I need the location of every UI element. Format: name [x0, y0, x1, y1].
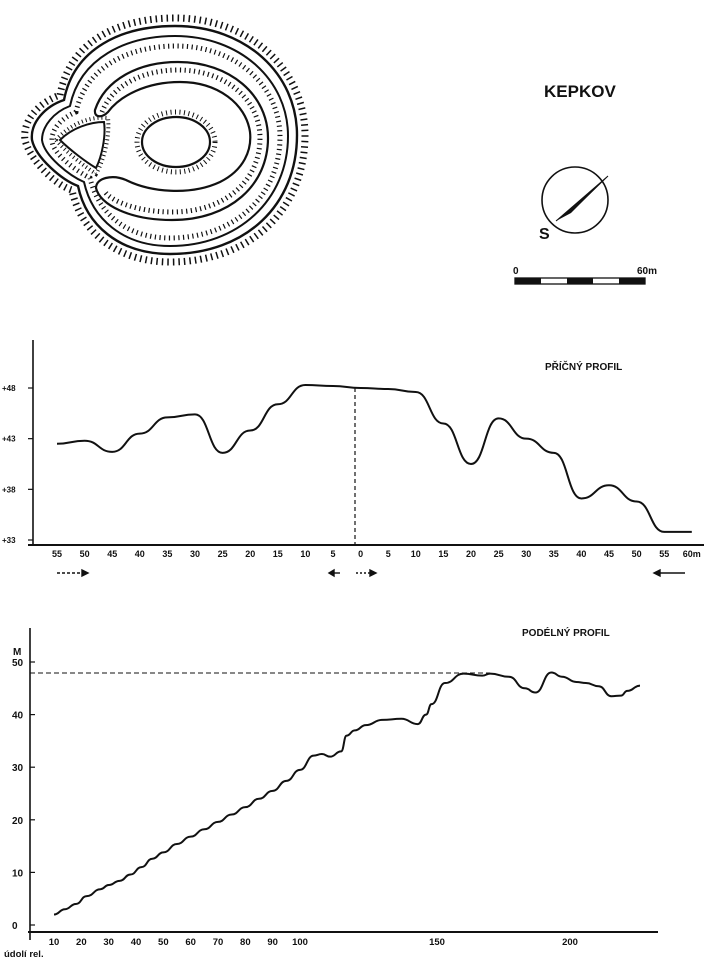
cross-x-tick-label: 50 [632, 549, 642, 559]
cross-profile-line [56, 383, 692, 533]
cross-x-tick-label: 0 [358, 549, 363, 559]
scale-bar: 0 60m [513, 266, 657, 285]
cross-x-tick-label: 55 [659, 549, 669, 559]
cross-x-tick-label: 45 [107, 549, 117, 559]
scale-end-label: 60m [637, 266, 657, 277]
long-x-tick-label: 30 [103, 937, 114, 948]
cross-x-tick-label: 50 [80, 549, 90, 559]
cross-direction-arrows [57, 568, 685, 578]
cross-y-tick-label: +33 [2, 536, 16, 545]
cross-x-tick-label: 40 [576, 549, 586, 559]
cross-x-tick-label: 20 [245, 549, 255, 559]
cross-x-tick-label: 25 [494, 549, 504, 559]
scale-start-label: 0 [513, 266, 519, 277]
outer-rampart-line [30, 24, 299, 256]
long-x-tick-label: 70 [213, 937, 224, 948]
cross-x-tick-label: 10 [300, 549, 310, 559]
long-y-tick-label: 50 [12, 658, 24, 669]
compass-circle [541, 166, 609, 234]
long-y-tick-label: 20 [12, 816, 24, 827]
cross-x-tick-label: 20 [466, 549, 476, 559]
site-plan [21, 14, 309, 266]
long-x-tick-label: 150 [429, 937, 445, 948]
long-x-tick-label: 40 [131, 937, 142, 948]
long-x-tick-label: 10 [49, 937, 60, 948]
cross-x-tick-label: 5 [386, 549, 391, 559]
cross-x-tick-label: 60m [683, 549, 701, 559]
long-x-tick-label: 60 [185, 937, 196, 948]
long-x-tick-label: 200 [562, 937, 578, 948]
central-acropolis [140, 115, 212, 169]
long-profile-line [53, 671, 641, 916]
cross-x-tick-label: 10 [411, 549, 421, 559]
long-unit-label: M [13, 647, 21, 658]
cross-y-tick-label: +43 [2, 435, 16, 444]
middle-rampart-line [40, 34, 290, 248]
inner-rampart [93, 60, 270, 222]
long-y-tick-label: 10 [12, 868, 24, 879]
inner-rampart-hachure [99, 67, 263, 215]
cross-x-tick-label: 55 [52, 549, 62, 559]
long-x-tick-label: 90 [267, 937, 278, 948]
north-arrow: S [539, 166, 609, 243]
cross-x-tick-label: 30 [521, 549, 531, 559]
long-y-tick-label: 0 [12, 921, 18, 932]
cross-profile-title: PŘÍČNÝ PROFIL [545, 360, 622, 373]
triangular-enclosure [58, 120, 106, 170]
long-y-tick-label: 30 [12, 763, 24, 774]
cross-y-tick-label: +48 [2, 384, 16, 393]
cross-x-tick-label: 15 [438, 549, 448, 559]
cross-y-tick-label: +38 [2, 485, 16, 494]
long-x-tick-label: 100 [292, 937, 308, 948]
long-x-tick-label: 20 [76, 937, 87, 948]
cross-x-tick-label: 25 [218, 549, 228, 559]
cross-x-tick-label: 30 [190, 549, 200, 559]
cross-x-tick-label: 45 [604, 549, 614, 559]
site-title: KEPKOV [544, 82, 616, 101]
cross-x-tick-label: 40 [135, 549, 145, 559]
long-profile-title: PODÉLNÝ PROFIL [522, 626, 610, 639]
outer-rampart-hachure [21, 14, 309, 266]
central-acropolis-hachure [134, 109, 218, 175]
long-x-tick-label: 80 [240, 937, 251, 948]
cross-profile-chart: PŘÍČNÝ PROFIL +48+43+38+33 55 50 45 40 35 30 2… [2, 340, 704, 578]
cross-x-tick-label: 15 [273, 549, 283, 559]
long-x-origin-label: údolí rel. [4, 949, 44, 960]
compass-label: S [539, 226, 550, 243]
long-x-tick-label: 50 [158, 937, 169, 948]
middle-rampart-hachure [49, 43, 283, 241]
cross-x-tick-label: 5 [330, 549, 335, 559]
triangular-enclosure-hachure [53, 115, 111, 177]
long-y-tick-label: 40 [12, 711, 24, 722]
cross-x-tick-label: 35 [549, 549, 559, 559]
cross-x-tick-label: 35 [162, 549, 172, 559]
